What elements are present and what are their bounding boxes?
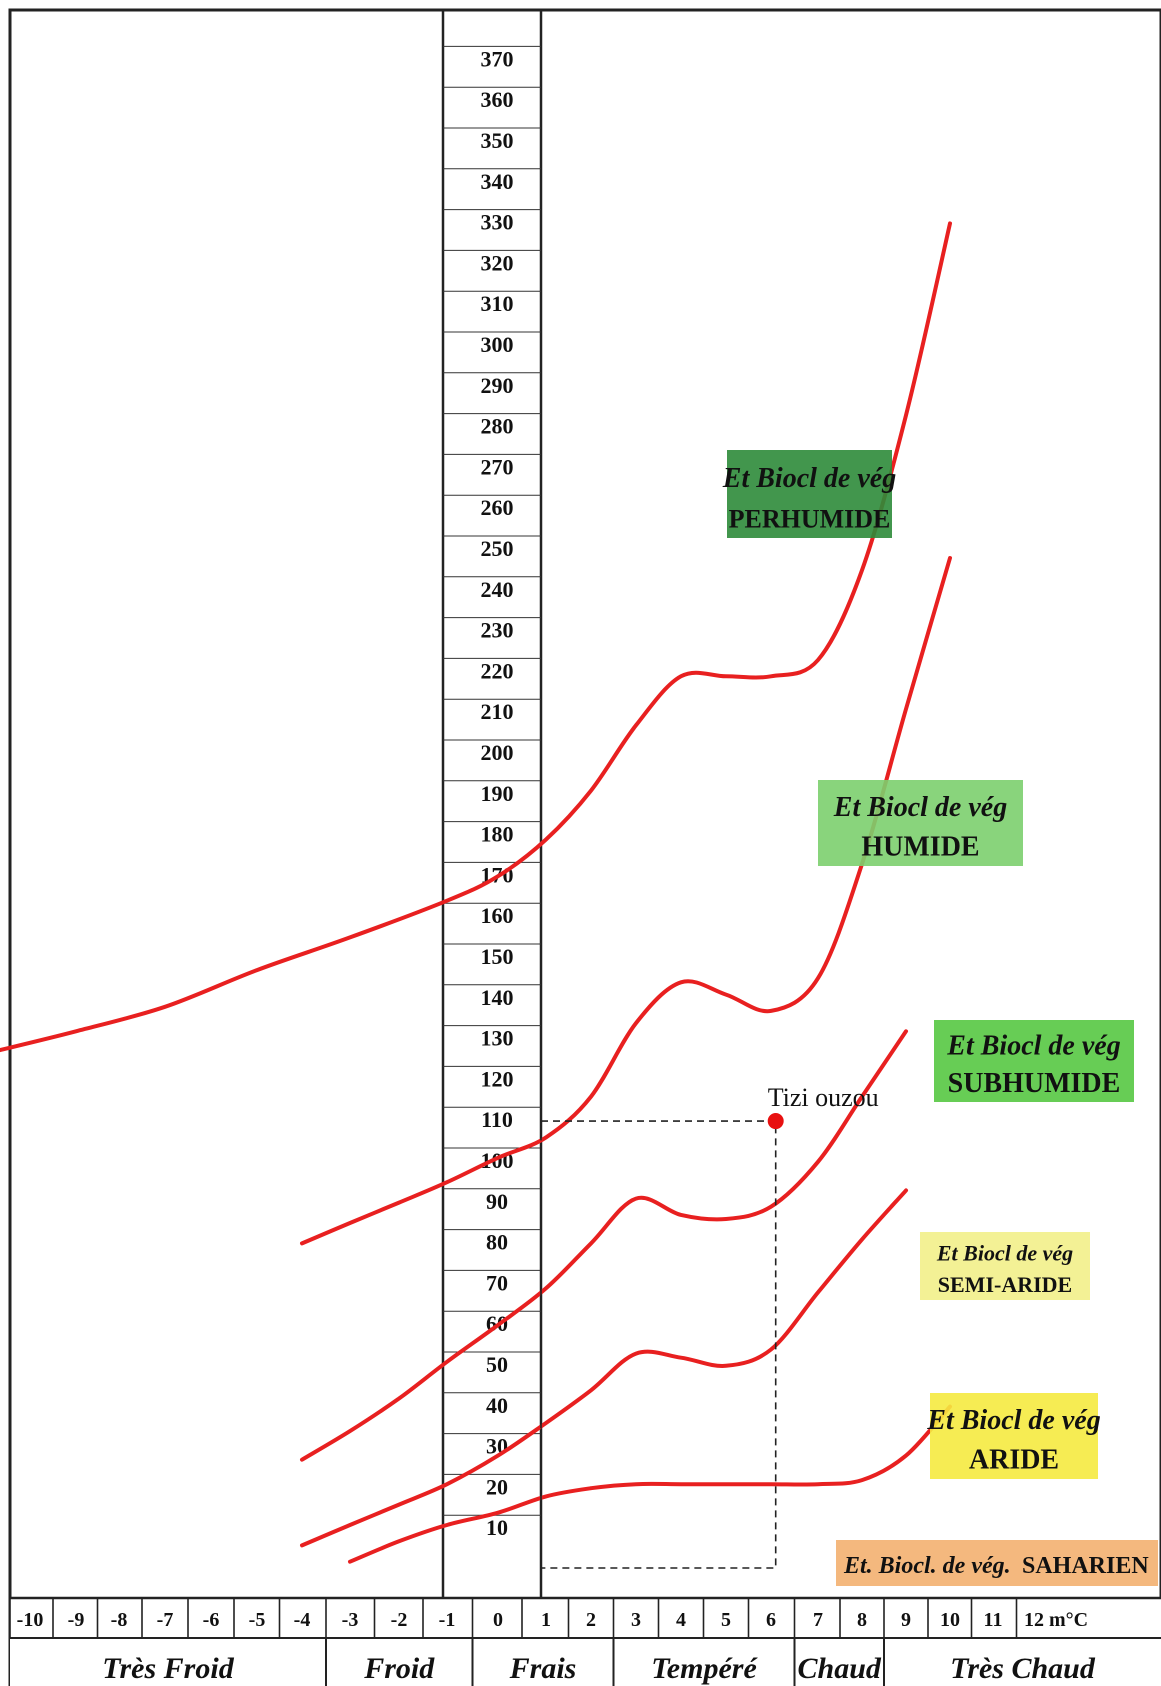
x-tick-label: 5 [721, 1609, 731, 1631]
y-tick-label: 120 [481, 1066, 514, 1091]
x-tick-label: -10 [17, 1609, 44, 1631]
x-tick-label: 2 [586, 1609, 596, 1631]
bioclimate-label-perhumide: Et Biocl de vég PERHUMIDE [722, 450, 896, 538]
climate-zone-label: Frais [509, 1652, 577, 1685]
boundary-curve-3 [300, 1029, 908, 1462]
y-tick-label: 80 [486, 1230, 508, 1255]
bioclimate-label-bg [818, 780, 1023, 866]
boundary-curve-4 [300, 1188, 908, 1548]
x-tick-label: 7 [813, 1609, 823, 1631]
bioclimate-label-bg [836, 1540, 1158, 1586]
y-tick-label: 70 [486, 1270, 508, 1295]
y-tick-label: 10 [486, 1515, 508, 1540]
y-tick-label: 310 [481, 291, 514, 316]
y-tick-label: 130 [481, 1026, 514, 1051]
y-tick-label: 200 [481, 740, 514, 765]
climate-zone-label: Tempéré [651, 1652, 758, 1685]
bioclimate-label-line2: SAHARIEN [1022, 1553, 1149, 1579]
tizi-ouzou-marker [767, 1113, 784, 1130]
y-tick-label: 320 [481, 250, 514, 275]
x-tick-label: 6 [766, 1609, 776, 1631]
climate-zone-label: Froid [363, 1652, 435, 1685]
x-tick-label: 9 [901, 1609, 911, 1631]
y-tick-label: 270 [481, 454, 514, 479]
bioclimate-label-line2: SUBHUMIDE [948, 1068, 1121, 1099]
y-tick-label: 40 [486, 1393, 508, 1418]
bioclimate-label-bg [920, 1232, 1090, 1300]
bioclimate-label-line2: PERHUMIDE [729, 504, 891, 533]
bioclimate-label-aride: Et Biocl de vég ARIDE [926, 1393, 1101, 1479]
x-tick-label: 8 [857, 1609, 867, 1631]
y-tick-label: 180 [481, 822, 514, 847]
y-tick-label: 240 [481, 577, 514, 602]
y-tick-label: 280 [481, 414, 514, 439]
x-tick-label: 10 [940, 1609, 960, 1631]
y-tick-label: 250 [481, 536, 514, 561]
x-tick-label: -9 [68, 1609, 85, 1631]
bioclimate-label-line1: Et Biocl de vég [936, 1241, 1073, 1266]
bioclimate-label-line1: Et Biocl de vég [722, 463, 896, 494]
bioclimate-label-line1: Et Biocl de vég [926, 1405, 1100, 1436]
x-tick-label: -6 [203, 1609, 220, 1631]
y-tick-label: 220 [481, 658, 514, 683]
x-tick-label: 3 [631, 1609, 641, 1631]
bioclimate-label-bg [930, 1393, 1098, 1479]
y-tick-label: 370 [481, 46, 514, 71]
tizi-ouzou-guide-box [540, 1120, 777, 1569]
y-tick-label: 90 [486, 1189, 508, 1214]
y-tick-label: 140 [481, 985, 514, 1010]
y-tick-label: 300 [481, 332, 514, 357]
bioclimate-label-line2: SEMI-ARIDE [938, 1272, 1072, 1297]
x-tick-label: 11 [984, 1609, 1003, 1631]
bioclimate-label-bg [934, 1020, 1134, 1102]
y-tick-label: 360 [481, 87, 514, 112]
x-tick-label: -4 [294, 1609, 311, 1631]
x-tick-label: 4 [676, 1609, 686, 1631]
bioclimate-label-line1: Et Biocl de vég [946, 1030, 1120, 1061]
y-tick-label: 190 [481, 781, 514, 806]
y-tick-label: 230 [481, 618, 514, 643]
x-tick-label: -2 [391, 1609, 408, 1631]
x-tick-label: 12 m°C [1024, 1609, 1088, 1631]
y-tick-label: 290 [481, 373, 514, 398]
climate-zone-label: Très Froid [102, 1652, 234, 1685]
bioclimate-label-semi-aride: Et Biocl de vég SEMI-ARIDE [920, 1232, 1090, 1300]
boundary-curve-5 [348, 1404, 952, 1564]
y-tick-label: 110 [481, 1107, 513, 1132]
y-tick-label: 260 [481, 495, 514, 520]
bioclimate-label-line2: ARIDE [969, 1445, 1059, 1476]
y-tick-label: 160 [481, 903, 514, 928]
x-tick-label: 1 [541, 1609, 551, 1631]
x-tick-label: -7 [157, 1609, 174, 1631]
bottom-axis-bg [10, 1598, 1161, 1686]
bioclimate-label-line1: Et. Biocl. de vég. [843, 1553, 1011, 1579]
bioclimate-label-bg [727, 450, 892, 538]
boundary-curve-1 [0, 221, 952, 1053]
x-tick-label: -3 [342, 1609, 359, 1631]
x-tick-label: -8 [111, 1609, 128, 1631]
y-tick-label: 20 [486, 1474, 508, 1499]
y-tick-label: 50 [486, 1352, 508, 1377]
tizi-ouzou-label: Tizi ouzou [768, 1083, 879, 1112]
bioclimate-label-line2: HUMIDE [861, 832, 979, 863]
bioclimate-label-subhumide: Et Biocl de vég SUBHUMIDE [934, 1020, 1134, 1102]
x-tick-label: -5 [249, 1609, 266, 1631]
x-tick-label: 0 [493, 1609, 503, 1631]
bioclimate-label-humide: Et Biocl de vég HUMIDE [818, 780, 1023, 866]
climate-zone-label: Très Chaud [950, 1652, 1096, 1685]
bioclimate-label-saharien: Et. Biocl. de vég. SAHARIEN [836, 1540, 1158, 1586]
bioclimate-label-line1: Et Biocl de vég [833, 792, 1007, 823]
climate-zone-label: Chaud [798, 1652, 882, 1685]
x-tick-label: -1 [439, 1609, 456, 1631]
y-tick-label: 350 [481, 128, 514, 153]
y-tick-label: 340 [481, 169, 514, 194]
y-tick-label: 330 [481, 210, 514, 235]
y-tick-label: 210 [481, 699, 514, 724]
y-tick-label: 150 [481, 944, 514, 969]
